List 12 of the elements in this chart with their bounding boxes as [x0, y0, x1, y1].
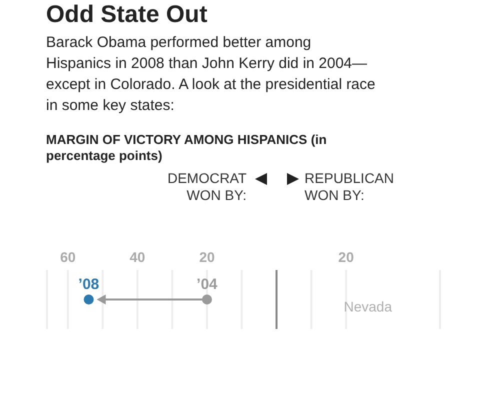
x-tick-label: 20 — [199, 249, 215, 265]
series-label: ’04 — [196, 276, 218, 293]
chart-title: Odd State Out — [46, 1, 208, 28]
chart-subtitle: Barack Obama performed better among Hispanics in 2008 than John Kerry did in 2004—except in Colorado. A look at the presidential race in some key states: — [46, 33, 376, 116]
text: REPUBLICAN WON BY: — [304, 170, 395, 204]
text: DEMOCRAT WON BY: — [166, 170, 247, 204]
x-tick-label: 40 — [130, 249, 146, 265]
x-tick-label: 20 — [338, 249, 354, 265]
y-tick-label: Nevada — [344, 298, 392, 314]
text: MARGIN OF VICTORY AMONG HISPANICS (in percentage points) — [46, 132, 328, 164]
series-label: ’08 — [78, 276, 100, 293]
x-tick-label: 60 — [60, 249, 76, 265]
